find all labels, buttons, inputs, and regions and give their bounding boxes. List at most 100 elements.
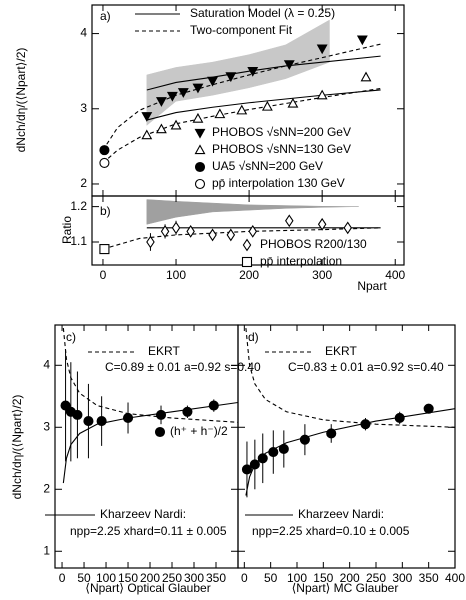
panel-label: b) (100, 204, 111, 218)
y-axis-label: dNch/dη/(⟨Npart⟩/2) (10, 395, 24, 500)
marker (99, 145, 110, 156)
x-axis-label: Npart (357, 279, 387, 293)
marker (122, 412, 134, 424)
marker (261, 100, 273, 111)
marker (72, 409, 83, 420)
marker (316, 89, 328, 100)
marker (316, 44, 328, 55)
y-axis-label: Ratio (60, 216, 74, 244)
x-tick-label: 350 (419, 571, 439, 585)
marker (283, 60, 295, 71)
marker (278, 443, 289, 455)
panel-label: c) (66, 330, 76, 344)
annotation: npp=2.25 xhard=0.10 ± 0.005 (252, 524, 410, 538)
legend-label: Kharzeev Nardi: (100, 507, 186, 521)
legend-marker (194, 128, 206, 139)
x-tick-label: 200 (140, 571, 160, 585)
marker (241, 464, 253, 475)
model-band (146, 199, 177, 225)
model-band (285, 19, 330, 80)
marker (343, 221, 352, 235)
model-band (321, 206, 359, 208)
x-tick-label: 0 (100, 268, 107, 282)
panel-label: d) (248, 330, 259, 344)
legend-label: Saturation Model (λ = 0.25) (190, 6, 335, 20)
marker (287, 97, 299, 108)
model-curve (146, 55, 381, 91)
legend-label: EKRT (148, 344, 180, 358)
model-band (248, 204, 286, 211)
model-curve (245, 328, 455, 428)
x-tick-label: 300 (184, 571, 204, 585)
legend-label: PHOBOS √sNN=200 GeV (212, 125, 351, 139)
y-tick-label: 1.1 (70, 234, 87, 248)
marker (360, 419, 371, 430)
marker (166, 91, 178, 102)
legend-label: UA5 √sNN=200 GeV (212, 159, 323, 173)
marker (177, 88, 189, 98)
y-tick-label: 4 (43, 357, 50, 371)
marker (326, 428, 337, 439)
legend-label: PHOBOS √sNN=130 GeV (212, 142, 351, 156)
marker (155, 97, 167, 107)
x-tick-label: 250 (366, 571, 386, 585)
x-tick-label: 100 (166, 268, 186, 282)
legend-label: PHOBOS R200/130 (260, 237, 367, 251)
marker (360, 71, 372, 82)
legend-marker (241, 256, 253, 268)
marker (257, 453, 268, 464)
model-curve (62, 401, 238, 484)
y-tick-label: 2 (80, 176, 87, 190)
plot-area (102, 199, 381, 250)
y-tick-label: 1 (43, 543, 50, 557)
legend-label: (h⁺ + h⁻)/2 (170, 424, 228, 438)
x-axis-label: ⟨Npart⟩ MC Glauber (292, 581, 399, 595)
marker (141, 112, 153, 122)
legend-label: EKRT (325, 344, 357, 358)
x-tick-label: 350 (206, 571, 226, 585)
marker (83, 416, 94, 427)
marker (299, 434, 310, 445)
annotation: npp=2.25 xhard=0.11 ± 0.005 (70, 524, 227, 538)
axes-frame (237, 324, 456, 569)
x-tick-label: 200 (340, 571, 360, 585)
x-tick-label: 0 (241, 571, 248, 585)
marker (99, 244, 110, 255)
y-tick-label: 3 (43, 419, 50, 433)
model-curve (102, 87, 381, 164)
x-tick-label: 400 (385, 268, 405, 282)
marker (171, 221, 181, 235)
marker (285, 214, 294, 228)
marker (146, 235, 155, 249)
x-tick-label: 400 (445, 571, 465, 585)
marker (356, 35, 368, 46)
model-band (212, 202, 250, 213)
y-tick-label: 1.2 (70, 199, 87, 213)
marker (141, 129, 153, 140)
legend-label: Kharzeev Nardi: (298, 507, 384, 521)
y-tick-label: 3 (80, 101, 87, 115)
x-tick-label: 0 (59, 571, 66, 585)
x-tick-label: 150 (118, 571, 138, 585)
x-tick-label: 100 (96, 571, 116, 585)
legend-marker (242, 238, 252, 252)
legend-label: pp̄ interpolation 130 GeV (212, 176, 345, 190)
x-tick-label: 50 (77, 571, 91, 585)
marker (247, 67, 259, 77)
model-band (285, 205, 323, 209)
marker (96, 416, 107, 427)
x-tick-label: 300 (312, 268, 332, 282)
marker (423, 403, 434, 414)
x-axis-label: ⟨Npart⟩ Optical Glauber (85, 581, 210, 595)
model-band (175, 201, 213, 218)
marker (155, 409, 167, 420)
marker (186, 224, 195, 238)
annotation: C=0.83 ± 0.01 a=0.92 s=0.40 (288, 360, 444, 374)
legend-label: pp̄ interpolation (260, 254, 342, 268)
marker (192, 112, 204, 123)
marker (268, 447, 279, 458)
x-tick-label: 100 (287, 571, 307, 585)
marker (248, 224, 258, 238)
marker (394, 412, 405, 424)
marker (155, 123, 167, 134)
